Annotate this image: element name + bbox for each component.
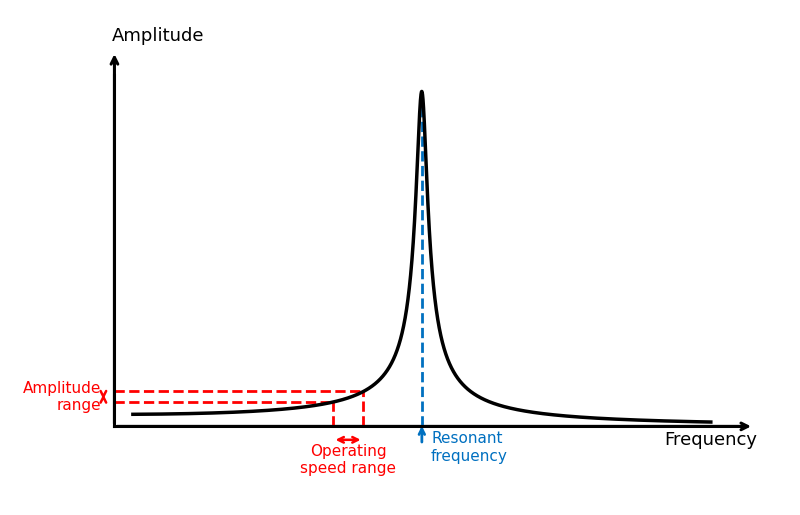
Text: Amplitude
range: Amplitude range	[22, 381, 101, 413]
Text: Frequency: Frequency	[664, 432, 757, 450]
Text: Resonant
frequency: Resonant frequency	[431, 432, 508, 464]
Text: Amplitude: Amplitude	[111, 27, 204, 45]
Text: Operating
speed range: Operating speed range	[300, 444, 396, 476]
